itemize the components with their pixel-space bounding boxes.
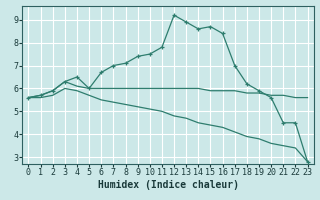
X-axis label: Humidex (Indice chaleur): Humidex (Indice chaleur) xyxy=(98,180,238,190)
